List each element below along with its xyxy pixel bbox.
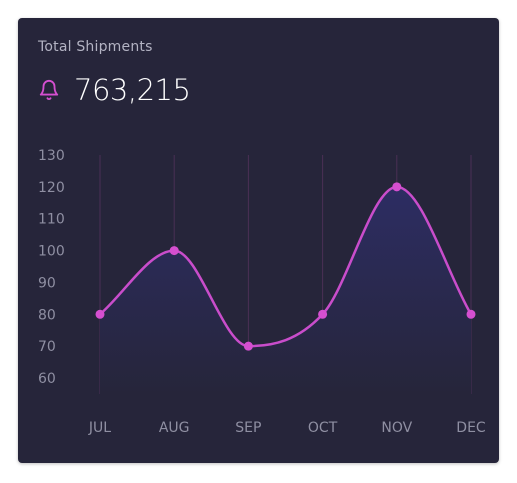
x-tick-label: DEC xyxy=(456,420,486,436)
bell-icon xyxy=(39,80,59,101)
y-tick-label: 80 xyxy=(38,307,56,323)
card-title: Total Shipments xyxy=(38,39,153,55)
data-point-jul xyxy=(95,309,105,319)
x-axis-ticks: JUL AUG SEP OCT NOV DEC xyxy=(88,420,486,436)
y-tick-label: 130 xyxy=(38,148,65,164)
total-shipments-value: 763,215 xyxy=(74,73,191,107)
metric-row: 763,215 xyxy=(38,72,191,108)
x-tick-label: JUL xyxy=(88,420,111,436)
y-axis-ticks: 60 70 80 90 100 110 120 130 xyxy=(38,148,65,387)
data-point-oct xyxy=(318,309,328,319)
y-tick-label: 100 xyxy=(38,244,65,260)
area-fill xyxy=(100,186,471,394)
y-tick-label: 90 xyxy=(38,275,56,291)
x-tick-label: NOV xyxy=(381,420,412,436)
data-point-nov xyxy=(392,182,402,192)
y-tick-label: 120 xyxy=(38,180,65,196)
shipments-area-chart: 60 70 80 90 100 110 120 130 JUL AUG SEP OCT NOV DEC xyxy=(38,148,486,436)
y-tick-label: 70 xyxy=(38,339,56,355)
data-point-sep xyxy=(243,341,253,351)
x-tick-label: AUG xyxy=(159,420,190,436)
y-tick-label: 110 xyxy=(38,212,65,228)
shipments-card: 60 70 80 90 100 110 120 130 JUL AUG SEP OCT NOV DEC … xyxy=(18,18,499,463)
data-points xyxy=(95,182,476,351)
data-point-dec xyxy=(466,309,476,319)
data-point-aug xyxy=(169,246,179,256)
x-tick-label: SEP xyxy=(235,420,261,436)
x-tick-label: OCT xyxy=(308,420,338,436)
area-fill-layer xyxy=(100,186,471,394)
y-tick-label: 60 xyxy=(38,371,56,387)
